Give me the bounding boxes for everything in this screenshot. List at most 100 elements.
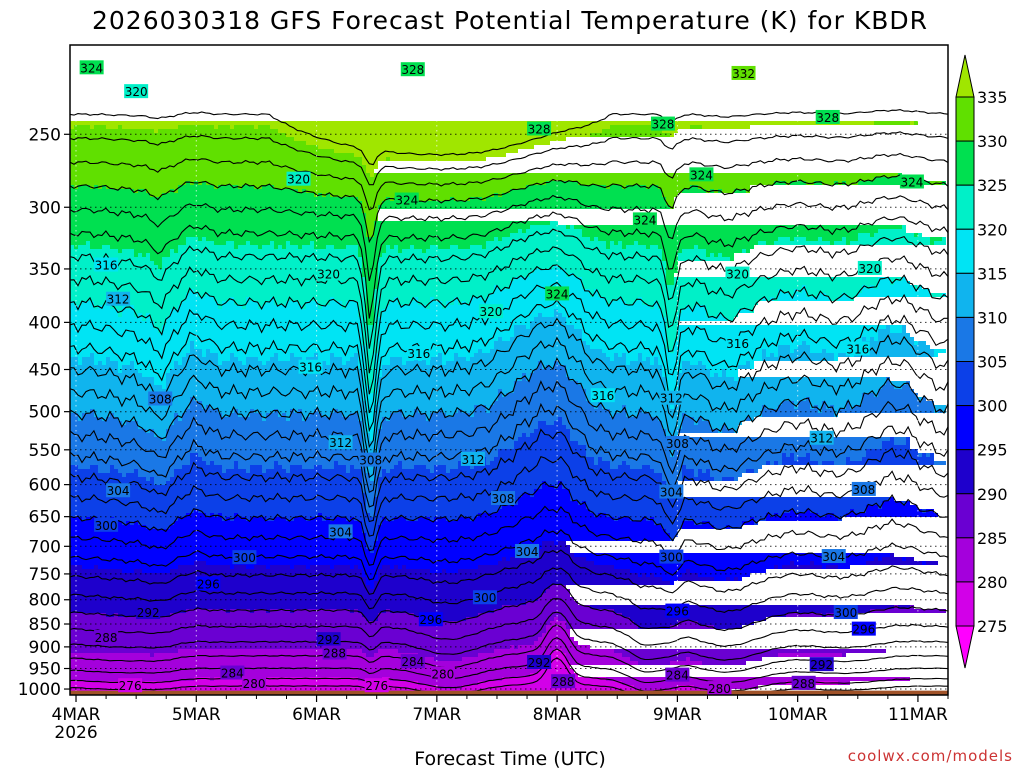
- fill-cell: [382, 421, 538, 425]
- fill-cell: [186, 181, 190, 185]
- fill-cell: [538, 669, 574, 673]
- fill-cell: [782, 453, 786, 457]
- fill-cell: [306, 305, 318, 309]
- fill-cell: [386, 245, 390, 249]
- fill-cell: [490, 349, 602, 353]
- fill-cell: [790, 509, 794, 513]
- y-tick-label: 300: [29, 198, 61, 218]
- fill-cell: [498, 449, 586, 453]
- fill-cell: [542, 593, 570, 597]
- contour-label-bg: [430, 666, 455, 681]
- fill-cell: [70, 445, 362, 449]
- fill-cell: [70, 233, 366, 237]
- fill-cell: [378, 333, 514, 337]
- fill-cell: [582, 233, 858, 237]
- fill-cell: [118, 361, 130, 365]
- fill-cell: [498, 509, 590, 513]
- fill-cell: [334, 461, 338, 465]
- fill-cell: [70, 497, 366, 501]
- fill-cell: [222, 305, 242, 309]
- fill-cell: [326, 245, 334, 249]
- contour-label-bg: [406, 346, 431, 361]
- fill-cell: [774, 461, 778, 465]
- fill-cell: [514, 333, 582, 337]
- fill-cell: [662, 249, 682, 253]
- fill-cell: [550, 365, 554, 369]
- fill-cell: [214, 297, 230, 301]
- fill-cell: [94, 565, 98, 569]
- fill-cell: [166, 321, 362, 325]
- fill-cell: [366, 277, 378, 281]
- fill-cell: [82, 301, 94, 305]
- fill-cell: [366, 353, 374, 357]
- fill-cell: [334, 565, 350, 569]
- fill-cell: [478, 349, 482, 353]
- fill-cell: [214, 241, 226, 245]
- fill-cell: [934, 241, 946, 245]
- fill-cell: [938, 409, 942, 413]
- fill-cell: [882, 441, 894, 445]
- fill-cell: [510, 557, 586, 561]
- fill-cell: [70, 517, 82, 521]
- fill-cell: [766, 405, 778, 409]
- fill-cell: [730, 525, 742, 529]
- y-tick-label: 450: [29, 361, 61, 381]
- fill-cell: [690, 185, 698, 189]
- fill-cell: [254, 185, 262, 189]
- fill-cell: [554, 361, 558, 365]
- fill-cell: [382, 369, 534, 373]
- fill-cell: [446, 517, 458, 521]
- fill-cell: [134, 569, 142, 573]
- fill-cell: [586, 453, 670, 457]
- fill-cell: [234, 245, 238, 249]
- fill-cell: [70, 313, 118, 317]
- fill-cell: [698, 361, 702, 365]
- fill-cell: [174, 421, 362, 425]
- fill-cell: [650, 245, 658, 249]
- contour-label: 292: [137, 606, 160, 620]
- fill-cell: [666, 261, 678, 265]
- fill-cell: [514, 381, 578, 385]
- fill-cell: [70, 641, 534, 645]
- fill-cell: [190, 405, 202, 409]
- fill-cell: [470, 357, 610, 361]
- fill-cell: [918, 453, 922, 457]
- fill-cell: [70, 157, 362, 161]
- fill-cell: [638, 625, 670, 629]
- fill-cell: [282, 465, 290, 469]
- fill-cell: [402, 465, 414, 469]
- fill-cell: [374, 293, 490, 297]
- fill-cell: [794, 293, 806, 297]
- fill-cell: [298, 189, 302, 193]
- fill-cell: [826, 565, 838, 569]
- fill-cell: [778, 349, 790, 353]
- fill-cell: [70, 357, 78, 361]
- fill-cell: [838, 565, 850, 569]
- contour-label: 292: [317, 633, 340, 647]
- fill-cell: [734, 477, 738, 481]
- fill-cell: [90, 465, 98, 469]
- contour-label-bg: [845, 341, 870, 356]
- fill-cell: [606, 245, 610, 249]
- fill-cell: [74, 301, 82, 305]
- fill-cell: [374, 477, 378, 481]
- fill-cell: [234, 353, 274, 357]
- contour-label: 320: [287, 173, 310, 187]
- fill-cell: [182, 465, 222, 469]
- fill-cell: [394, 565, 398, 569]
- fill-cell: [826, 513, 834, 517]
- fill-cell: [658, 357, 762, 361]
- fill-cell: [846, 241, 850, 245]
- fill-cell: [526, 229, 582, 233]
- contour-label: 308: [492, 492, 515, 506]
- fill-cell: [366, 365, 374, 369]
- fill-cell: [714, 625, 742, 629]
- contour-label: 276: [119, 679, 142, 693]
- fill-cell: [178, 189, 298, 193]
- fill-cell: [566, 657, 630, 661]
- fill-cell: [70, 289, 190, 293]
- fill-cell: [610, 465, 618, 469]
- fill-cell: [70, 409, 90, 413]
- fill-cell: [874, 121, 910, 125]
- contour-292: [70, 567, 948, 613]
